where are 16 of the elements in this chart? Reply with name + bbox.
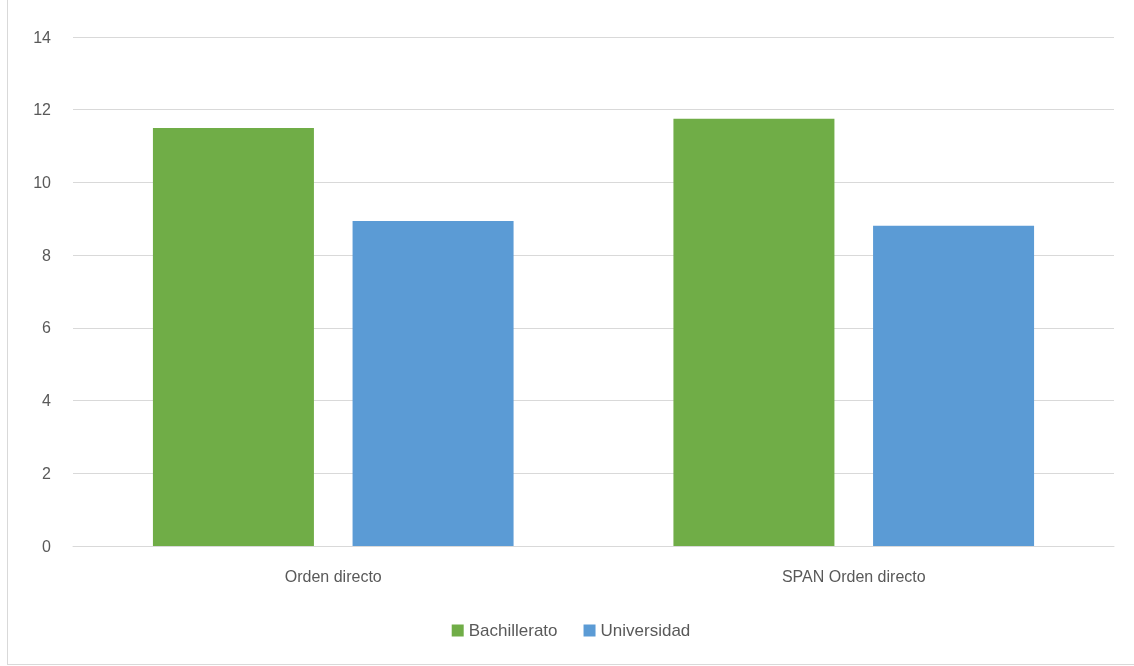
legend-label: Universidad bbox=[600, 621, 691, 640]
legend-label: Bachillerato bbox=[468, 621, 558, 640]
bar bbox=[673, 118, 835, 546]
y-tick-label: 10 bbox=[33, 173, 52, 191]
x-tick-label: Orden directo bbox=[284, 567, 382, 585]
y-tick-label: 4 bbox=[42, 392, 52, 410]
bar bbox=[352, 220, 514, 546]
y-tick-label: 2 bbox=[42, 464, 52, 482]
bar bbox=[873, 225, 1035, 546]
y-tick-label: 8 bbox=[42, 246, 52, 264]
y-tick-label: 12 bbox=[33, 101, 52, 119]
bar bbox=[152, 127, 314, 546]
y-tick-label: 0 bbox=[42, 537, 52, 555]
y-tick-label: 14 bbox=[33, 28, 52, 46]
x-tick-label: SPAN Orden directo bbox=[781, 567, 926, 585]
y-tick-label: 6 bbox=[42, 319, 52, 337]
